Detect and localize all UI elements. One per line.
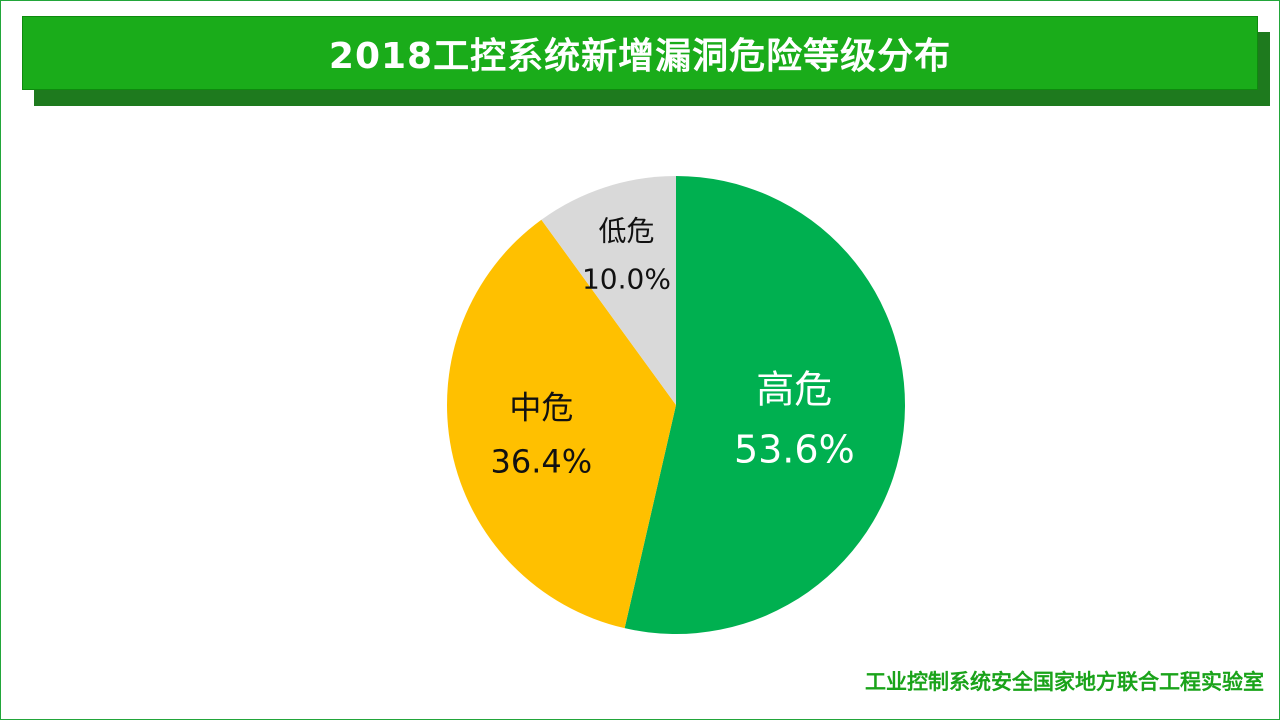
slice-label-0: 高危 <box>756 367 832 411</box>
pie-slice-0 <box>624 176 905 634</box>
pie-slice-1 <box>447 219 676 629</box>
title-bar: 2018工控系统新增漏洞危险等级分布 <box>22 16 1258 90</box>
slice-percent-0: 53.6% <box>734 427 855 471</box>
pie-slice-2 <box>541 176 676 405</box>
page-title: 2018工控系统新增漏洞危险等级分布 <box>328 36 952 77</box>
slice-label-2: 低危 <box>598 215 654 248</box>
slice-percent-1: 36.4% <box>491 442 593 480</box>
slice-label-1: 中危 <box>509 388 573 426</box>
slice-percent-2: 10.0% <box>582 263 671 296</box>
footer-org-name: 工业控制系统安全国家地方联合工程实验室 <box>865 670 1264 694</box>
pie-labels: 高危 53.6% 中危 36.4% 低危 10.0% <box>491 215 855 481</box>
pie-slices <box>447 176 905 634</box>
